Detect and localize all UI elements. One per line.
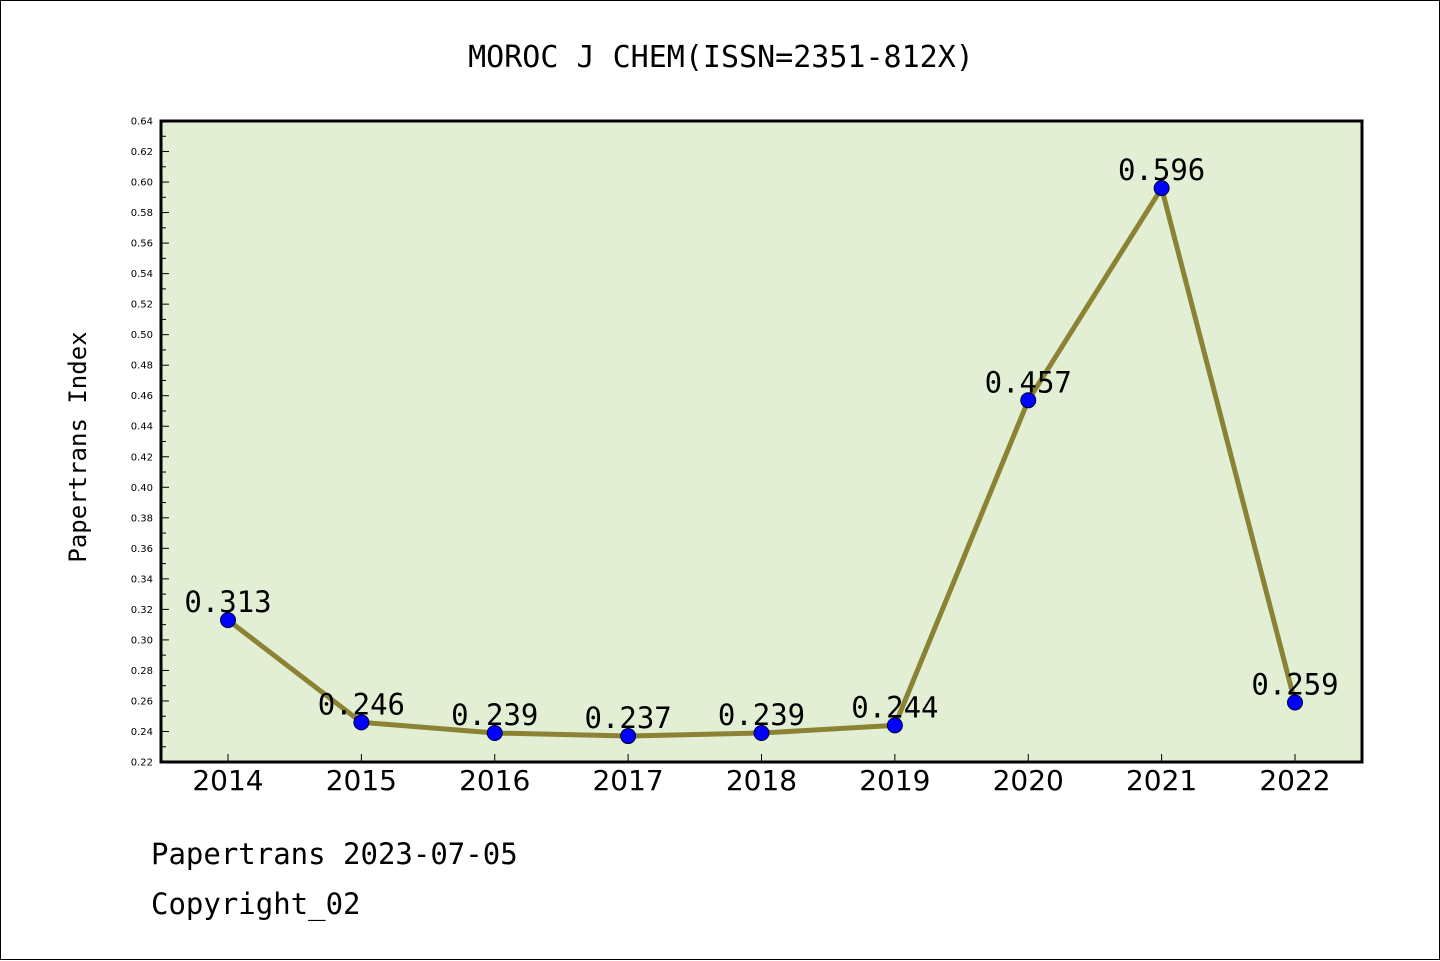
data-label: 0.246 xyxy=(318,687,405,721)
data-label: 0.457 xyxy=(985,365,1072,399)
x-tick-label: 2021 xyxy=(1126,764,1197,797)
footer-date: Papertrans 2023-07-05 xyxy=(151,837,518,871)
y-tick-label: 0.60 xyxy=(131,178,153,189)
y-tick-label: 0.32 xyxy=(131,605,153,616)
data-point-marker xyxy=(753,725,770,742)
x-tick-label: 2022 xyxy=(1259,764,1330,797)
data-point-marker xyxy=(1020,392,1037,409)
y-tick-label: 0.40 xyxy=(131,483,153,494)
x-tick-label: 2020 xyxy=(993,764,1064,797)
data-point-marker xyxy=(620,728,637,745)
x-axis: 2014 2015 2016 2017 2018 2019 2020 2021 2022 xyxy=(192,754,1331,797)
y-tick-label: 0.56 xyxy=(131,239,153,250)
y-tick-label: 0.52 xyxy=(131,300,153,311)
data-label: 0.259 xyxy=(1251,667,1338,701)
y-axis: 0.22 0.24 0.26 0.28 0.30 0.32 0.34 0.36 0.38 0.40… xyxy=(131,117,169,769)
y-tick-label: 0.50 xyxy=(131,330,153,341)
y-tick-label: 0.62 xyxy=(131,147,153,158)
chart-title: MOROC J CHEM(ISSN=2351-812X) xyxy=(468,40,974,75)
data-label: 0.239 xyxy=(451,698,538,732)
y-tick-label: 0.26 xyxy=(131,696,153,707)
y-tick-label: 0.64 xyxy=(131,117,153,128)
data-point-marker xyxy=(220,612,236,629)
y-axis-label: Papertrans Index xyxy=(64,331,92,562)
y-tick-label: 0.24 xyxy=(131,727,153,738)
y-tick-label: 0.54 xyxy=(131,269,153,280)
x-tick-label: 2014 xyxy=(192,764,263,797)
data-point-marker xyxy=(1287,694,1303,711)
y-tick-label: 0.28 xyxy=(131,666,153,677)
y-tick-label: 0.44 xyxy=(131,422,153,433)
data-label: 0.596 xyxy=(1118,153,1205,187)
y-tick-label: 0.30 xyxy=(131,635,153,646)
data-point-marker xyxy=(1153,180,1170,197)
data-point-marker xyxy=(353,714,370,731)
y-tick-label: 0.48 xyxy=(131,361,153,372)
series-layer xyxy=(220,180,1303,745)
y-tick-label: 0.34 xyxy=(131,574,153,585)
data-label-layer: 0.313 0.246 0.239 0.237 0.239 0.244 0.457 0.596… xyxy=(184,153,1338,735)
data-point-marker xyxy=(486,725,503,742)
y-tick-label: 0.46 xyxy=(131,391,153,402)
x-tick-label: 2016 xyxy=(459,764,530,797)
y-tick-label: 0.58 xyxy=(131,208,153,219)
x-tick-label: 2018 xyxy=(726,764,797,797)
y-tick-label: 0.22 xyxy=(131,758,153,769)
data-label: 0.313 xyxy=(184,585,271,619)
y-tick-label: 0.36 xyxy=(131,544,153,555)
plot-area xyxy=(159,119,1364,764)
data-label: 0.244 xyxy=(851,690,938,724)
data-label: 0.237 xyxy=(584,701,671,735)
y-tick-label: 0.42 xyxy=(131,452,153,463)
x-tick-label: 2017 xyxy=(592,764,663,797)
x-tick-label: 2019 xyxy=(859,764,930,797)
footer-copyright: Copyright_02 xyxy=(151,887,361,921)
x-tick-label: 2015 xyxy=(326,764,397,797)
data-point-marker xyxy=(886,717,903,734)
data-label: 0.239 xyxy=(718,698,805,732)
y-tick-label: 0.38 xyxy=(131,513,153,524)
